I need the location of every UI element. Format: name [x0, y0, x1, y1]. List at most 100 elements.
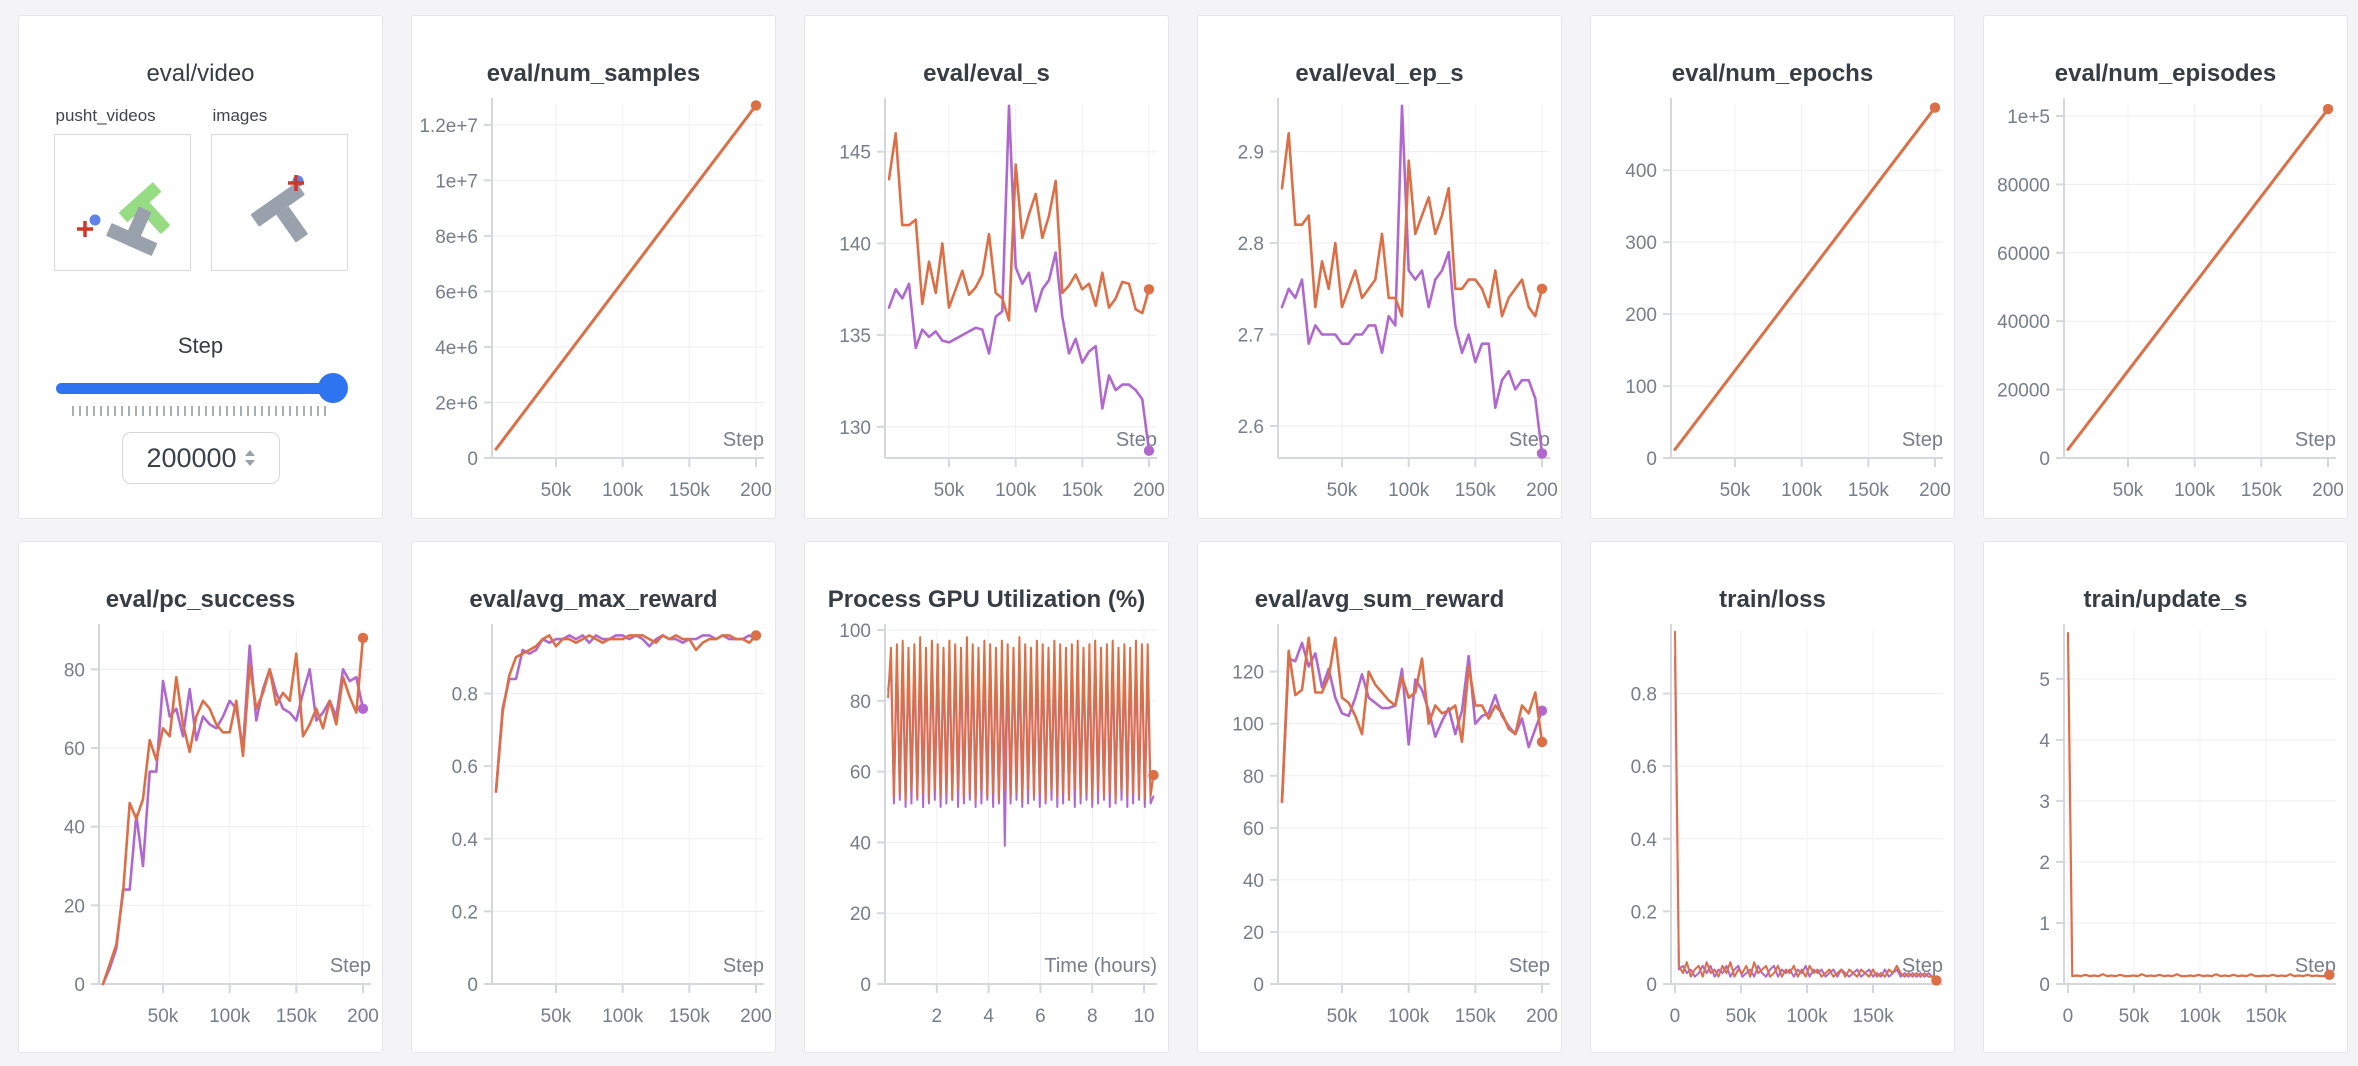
svg-text:2: 2	[2039, 853, 2050, 874]
svg-text:100k: 100k	[995, 480, 1037, 501]
svg-text:0.6: 0.6	[452, 757, 478, 778]
svg-text:8: 8	[1087, 1006, 1098, 1027]
chart-plot[interactable]: 50k 100k 150k 200 0 2e+6 4e+6 6e+6 8e+6 1e+7 1.2e+…	[412, 90, 775, 518]
goal-cross	[287, 175, 304, 191]
svg-text:Step: Step	[723, 429, 764, 451]
chart-title: eval/num_episodes	[2054, 60, 2277, 87]
svg-text:1e+7: 1e+7	[435, 171, 478, 192]
chart-panel-avg-sum-reward: eval/avg_sum_reward 50k 100k 150k 200 0 20 40 6…	[1197, 541, 1562, 1053]
svg-text:200: 200	[740, 480, 772, 501]
step-slider-label: Step	[177, 333, 224, 358]
chart-plot[interactable]: 50k 100k 150k 200 130 135 140 145 Step	[805, 90, 1168, 518]
chart-title: eval/eval_ep_s	[1295, 60, 1464, 87]
svg-text:0: 0	[467, 975, 478, 996]
svg-text:150k: 150k	[2245, 1006, 2287, 1027]
svg-text:50k: 50k	[934, 480, 965, 501]
chart-plot[interactable]: 50k 100k 150k 200 2.6 2.7 2.8 2.9 Step	[1198, 90, 1561, 518]
chart-panel-gpu-utilization: Process GPU Utilization (%) 2 4 6 8 10 0 20 40 6…	[804, 541, 1169, 1053]
svg-text:100k: 100k	[1781, 480, 1823, 501]
svg-text:5: 5	[2039, 670, 2050, 691]
svg-text:80: 80	[64, 660, 85, 681]
svg-text:Step: Step	[1509, 429, 1550, 451]
svg-text:0: 0	[2039, 449, 2050, 470]
svg-text:40: 40	[64, 818, 85, 839]
svg-text:200: 200	[1919, 480, 1951, 501]
svg-text:0: 0	[1646, 975, 1657, 996]
svg-text:6: 6	[1035, 1006, 1046, 1027]
svg-text:150k: 150k	[669, 480, 711, 501]
decrement-icon[interactable]	[244, 460, 255, 466]
chart-title: eval/avg_sum_reward	[1254, 586, 1505, 613]
svg-text:130: 130	[839, 418, 871, 439]
chart-plot[interactable]: 50k 100k 150k 200 0 100 200 300 400 Step	[1591, 90, 1954, 518]
svg-text:1: 1	[2039, 914, 2050, 935]
increment-icon[interactable]	[244, 450, 255, 456]
svg-text:100k: 100k	[2174, 480, 2216, 501]
step-number-input[interactable]: 200000	[121, 432, 280, 484]
svg-text:100: 100	[1232, 715, 1264, 736]
step-slider-track[interactable]	[55, 383, 346, 394]
svg-text:50k: 50k	[1726, 1006, 1757, 1027]
svg-text:Step: Step	[1902, 955, 1943, 977]
chart-plot[interactable]: 50k 100k 150k 200 0 20000 40000 60000 80000 1e+5 S…	[1984, 90, 2347, 518]
svg-text:200: 200	[1133, 480, 1165, 501]
svg-text:Step: Step	[723, 955, 764, 977]
svg-text:Step: Step	[330, 955, 371, 977]
chart-plot[interactable]: 50k 100k 150k 200 0 20 40 60 80 Step	[19, 616, 382, 1048]
svg-text:Step: Step	[1902, 429, 1943, 451]
svg-text:200: 200	[1526, 1006, 1558, 1027]
image-thumbnail[interactable]	[210, 134, 348, 271]
svg-text:0: 0	[467, 449, 478, 470]
chart-plot[interactable]: 2 4 6 8 10 0 20 40 60 80 100 Time (hours)	[805, 616, 1168, 1048]
svg-text:150k: 150k	[1062, 480, 1104, 501]
svg-text:400: 400	[1625, 161, 1657, 182]
step-slider-thumb[interactable]	[317, 373, 348, 403]
step-slider[interactable]	[55, 373, 348, 403]
svg-text:0.4: 0.4	[452, 830, 479, 851]
svg-text:1e+5: 1e+5	[2007, 107, 2050, 128]
svg-text:2e+6: 2e+6	[435, 393, 478, 414]
svg-text:100k: 100k	[1388, 1006, 1430, 1027]
svg-text:150k: 150k	[1852, 1006, 1894, 1027]
media-caption-pusht-videos: pusht_videos	[55, 106, 156, 125]
gray-t-shape	[250, 182, 308, 243]
svg-text:0: 0	[1646, 449, 1657, 470]
svg-text:1.2e+7: 1.2e+7	[419, 116, 478, 137]
chart-plot[interactable]: 50k 100k 150k 200 0 20 40 60 80 100 120 Step	[1198, 616, 1561, 1048]
svg-text:50k: 50k	[1327, 480, 1358, 501]
video-thumbnail-pusht[interactable]	[53, 134, 191, 271]
stepper-arrows[interactable]	[244, 450, 255, 466]
svg-text:20: 20	[850, 904, 871, 925]
svg-text:60000: 60000	[1997, 244, 2050, 265]
slider-tick-ruler	[71, 406, 330, 416]
goal-cross	[76, 221, 93, 237]
step-value[interactable]: 200000	[146, 442, 237, 473]
chart-panel-num-samples: eval/num_samples 50k 100k 150k 200 0 2e+6 4e+6…	[411, 15, 776, 519]
svg-text:150k: 150k	[1848, 480, 1890, 501]
chart-plot[interactable]: 0 50k 100k 150k 0 1 2 3 4 5 Step	[1984, 616, 2347, 1048]
svg-text:2: 2	[932, 1006, 943, 1027]
pusht-image-frame	[250, 175, 308, 243]
svg-text:200: 200	[1526, 480, 1558, 501]
svg-text:100k: 100k	[602, 1006, 644, 1027]
svg-text:4: 4	[983, 1006, 994, 1027]
svg-text:200: 200	[740, 1006, 772, 1027]
svg-text:0.2: 0.2	[452, 902, 478, 923]
svg-text:40: 40	[1243, 871, 1264, 892]
chart-plot[interactable]: 50k 100k 150k 200 0 0.2 0.4 0.6 0.8 Step	[412, 616, 775, 1048]
svg-text:0.6: 0.6	[1631, 757, 1657, 778]
svg-text:50k: 50k	[2119, 1006, 2150, 1027]
svg-text:100k: 100k	[1786, 1006, 1828, 1027]
svg-text:100k: 100k	[1388, 480, 1430, 501]
chart-title: train/loss	[1719, 586, 1826, 613]
svg-text:80000: 80000	[1997, 175, 2050, 196]
svg-text:80: 80	[850, 692, 871, 713]
svg-text:50k: 50k	[1327, 1006, 1358, 1027]
svg-text:150k: 150k	[2241, 480, 2283, 501]
chart-title: eval/num_epochs	[1671, 60, 1874, 87]
svg-text:50k: 50k	[2113, 480, 2144, 501]
svg-text:4: 4	[2039, 731, 2050, 752]
chart-plot[interactable]: 0 50k 100k 150k 0 0.2 0.4 0.6 0.8 Step	[1591, 616, 1954, 1048]
svg-text:0: 0	[860, 975, 871, 996]
svg-text:Step: Step	[2295, 429, 2336, 451]
